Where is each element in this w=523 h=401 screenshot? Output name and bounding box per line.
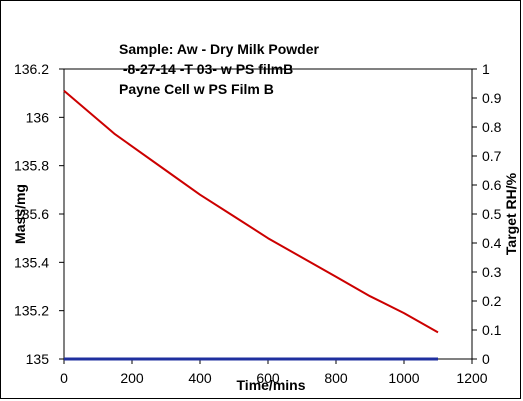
y-axis-left: 135 135.2 135.4 135.6 135.8 136 136.2 <box>14 61 64 367</box>
y-tick-label: 136.2 <box>14 61 49 77</box>
title-line-1: Sample: Aw - Dry Milk Powder <box>119 41 319 57</box>
y2-tick-label: 0 <box>482 351 490 367</box>
y2-tick-label: 0.2 <box>482 293 502 309</box>
x-tick-label: 200 <box>120 370 144 386</box>
y2-axis-label: Target RH/% <box>503 172 519 255</box>
x-tick-label: 0 <box>60 370 68 386</box>
chart-title: Sample: Aw - Dry Milk Powder -8-27-14 -T… <box>119 41 319 97</box>
y-tick-label: 136 <box>26 109 50 125</box>
y2-tick-label: 0.1 <box>482 322 502 338</box>
y-tick-label: 135.2 <box>14 303 49 319</box>
y-tick-label: 135.6 <box>14 206 49 222</box>
x-tick-label: 800 <box>324 370 348 386</box>
y-tick-label: 135.4 <box>14 254 49 270</box>
y2-tick-label: 0.4 <box>482 235 502 251</box>
y-axis-right: 0 0.1 0.2 0.3 0.4 0.5 0.6 0.7 0.8 0.9 1 <box>472 61 502 367</box>
y2-tick-label: 1 <box>482 61 490 77</box>
plot-area <box>63 68 473 360</box>
y-tick-label: 135.8 <box>14 158 49 174</box>
x-tick-label: 1000 <box>388 370 419 386</box>
series-group <box>63 89 439 361</box>
y2-tick-label: 0.5 <box>482 206 502 222</box>
y2-tick-label: 0.9 <box>482 90 502 106</box>
x-axis: 0 200 400 600 800 1000 1200 <box>60 359 488 386</box>
x-tick-label: 1200 <box>456 370 487 386</box>
x-tick-label: 600 <box>256 370 280 386</box>
y2-tick-label: 0.3 <box>482 264 502 280</box>
y2-tick-label: 0.8 <box>482 119 502 135</box>
x-tick-label: 400 <box>188 370 212 386</box>
x-axis-label: Time/mins <box>237 377 306 393</box>
title-line-3: Payne Cell w PS Film B <box>119 81 274 97</box>
y-tick-label: 135 <box>26 351 50 367</box>
mass-line <box>63 89 439 334</box>
y-axis-label: Mass/mg <box>12 184 28 244</box>
y2-tick-label: 0.6 <box>482 177 502 193</box>
y2-tick-label: 0.7 <box>482 148 502 164</box>
